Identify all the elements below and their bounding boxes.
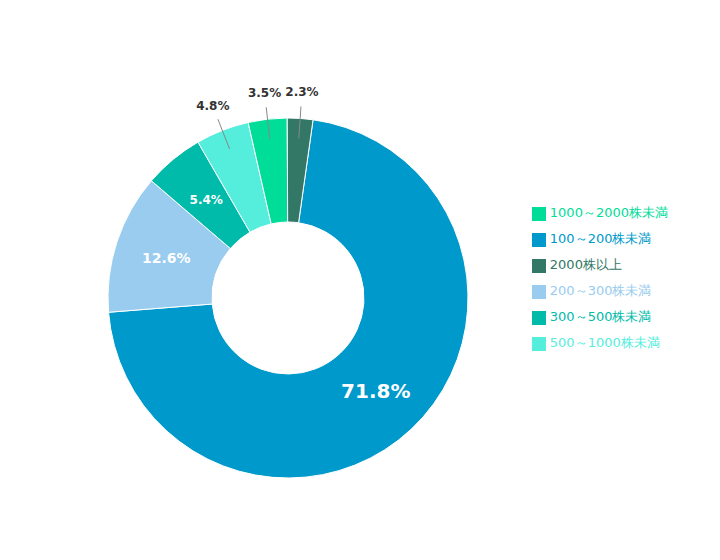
- svg-text:3.5%: 3.5%: [248, 86, 281, 100]
- html-text:1000～2000株未満: 1000～2000株未満: [549, 205, 668, 220]
- html-text:200～300株未満: 200～300株未満: [549, 283, 652, 298]
- html-text:100～200株未満: 100～200株未満: [549, 231, 652, 246]
- html-text:500～1000株未満: 500～1000株未満: [549, 335, 660, 350]
- svg-text:2.3%: 2.3%: [285, 85, 318, 99]
- html-text:2000株以上: 2000株以上: [549, 257, 622, 272]
- svg-text:5.4%: 5.4%: [190, 193, 223, 207]
- svg-text:4.8%: 4.8%: [196, 99, 229, 113]
- svg-text:12.6%: 12.6%: [142, 250, 191, 266]
- svg-text:71.8%: 71.8%: [341, 379, 410, 403]
- html-text:300～500株未満: 300～500株未満: [549, 309, 652, 324]
